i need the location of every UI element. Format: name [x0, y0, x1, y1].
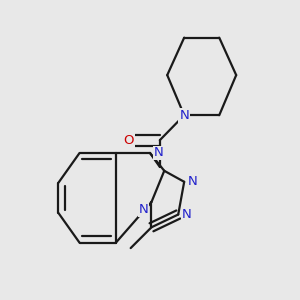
Text: O: O — [123, 134, 134, 147]
Text: N: N — [154, 146, 163, 160]
Text: N: N — [188, 175, 198, 188]
Text: N: N — [182, 208, 192, 221]
Text: N: N — [179, 109, 189, 122]
Text: N: N — [139, 203, 148, 216]
